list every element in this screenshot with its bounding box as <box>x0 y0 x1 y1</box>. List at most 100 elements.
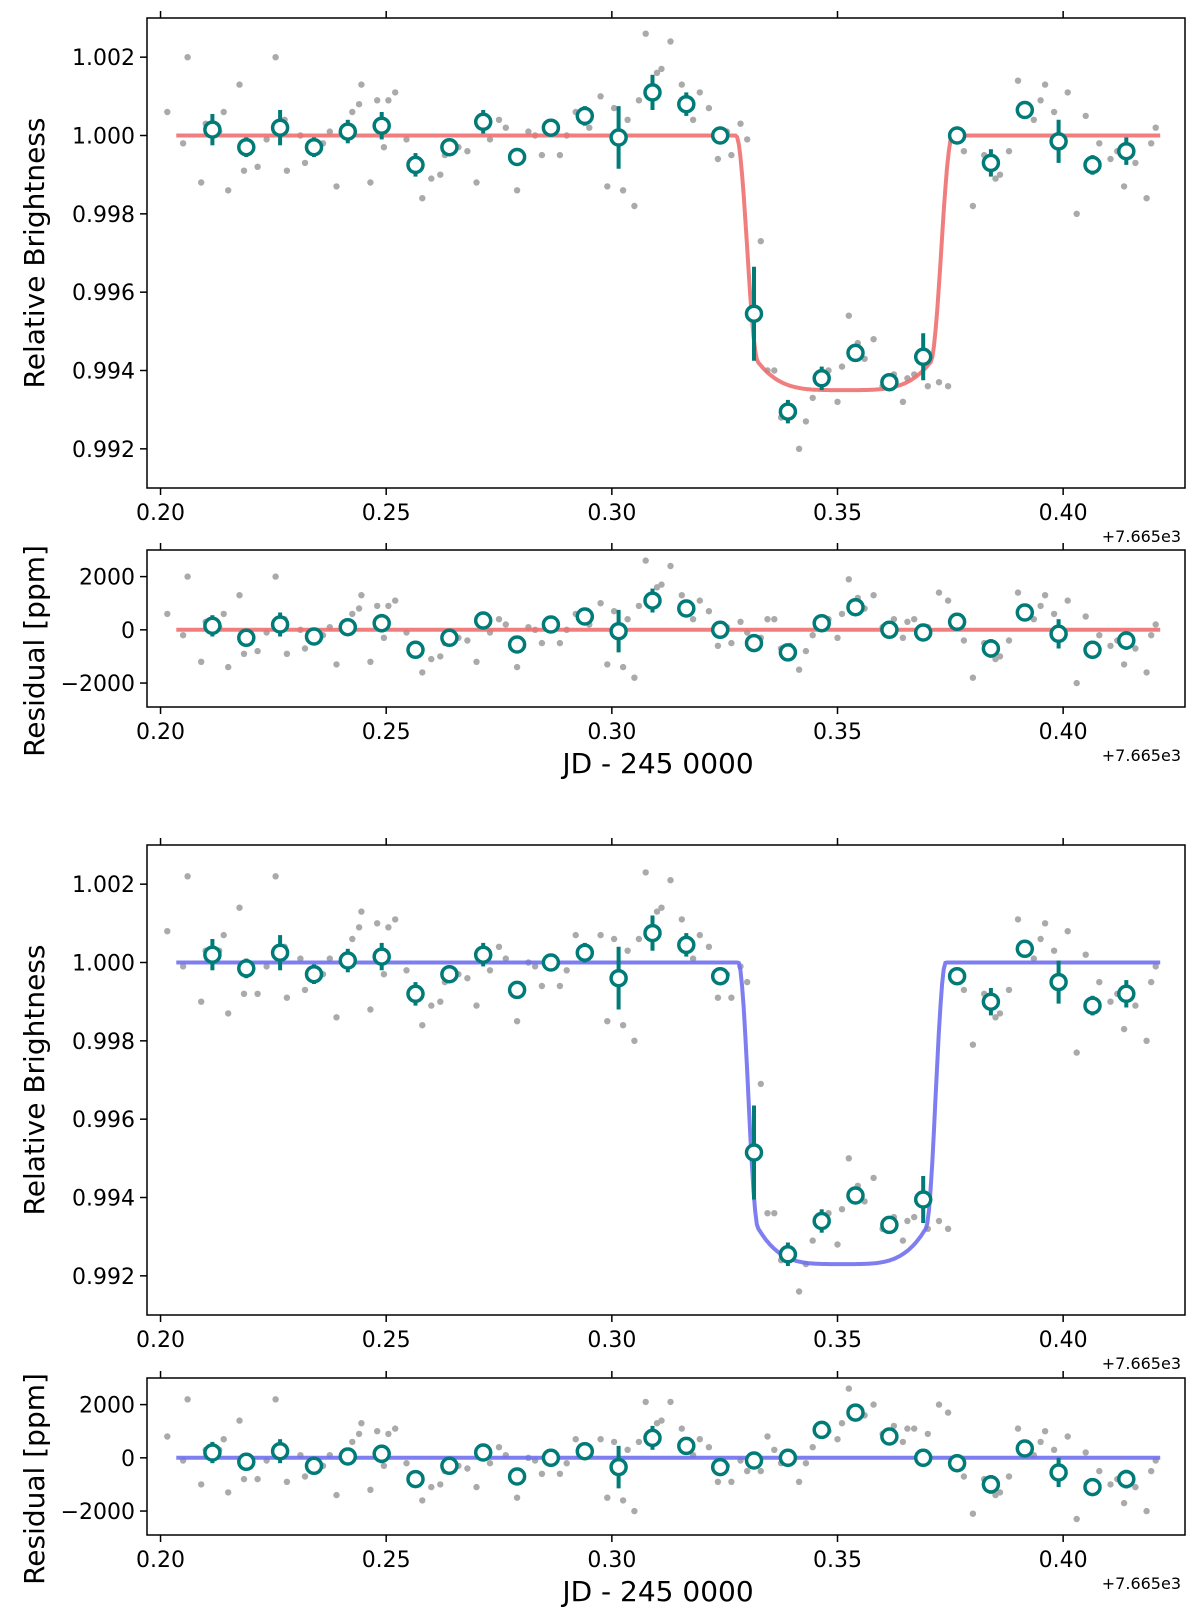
raw-point <box>367 1486 374 1494</box>
raw-point <box>809 394 816 402</box>
raw-point <box>802 647 810 655</box>
raw-point <box>428 655 435 663</box>
raw-point <box>198 1481 205 1488</box>
axes-frame <box>146 17 1186 489</box>
raw-point <box>225 663 232 671</box>
raw-point <box>1152 621 1159 628</box>
raw-point <box>899 1438 907 1446</box>
raw-point <box>870 1174 877 1182</box>
binned-point <box>203 1443 222 1462</box>
y-axis-title: Residual [ppm] <box>18 1373 51 1585</box>
x-tick-label: 0.35 <box>813 720 862 745</box>
raw-point <box>1132 645 1139 652</box>
binned-point <box>710 126 730 145</box>
raw-point <box>495 116 503 124</box>
raw-point <box>705 104 713 112</box>
raw-point <box>572 931 579 939</box>
raw-point <box>689 116 697 124</box>
raw-point <box>531 963 539 970</box>
raw-point <box>1014 589 1022 596</box>
y-tick-label: 0.994 <box>72 1187 135 1212</box>
raw-point <box>367 179 374 186</box>
binned-point <box>677 599 696 618</box>
raw-point <box>164 108 171 116</box>
raw-point <box>597 93 604 100</box>
raw-point <box>495 1444 503 1451</box>
y-tick-label: 2000 <box>79 566 135 591</box>
raw-point <box>597 600 604 607</box>
raw-point <box>1005 986 1013 994</box>
raw-point <box>960 986 968 994</box>
raw-point <box>1050 108 1058 116</box>
raw-point <box>795 1478 803 1486</box>
raw-point <box>380 971 388 978</box>
raw-point <box>689 955 697 962</box>
raw-point <box>1037 602 1044 610</box>
raw-point <box>771 367 778 374</box>
raw-point <box>1014 77 1022 84</box>
binned-point <box>1117 141 1136 161</box>
raw-point <box>944 1409 952 1416</box>
binned-point <box>1015 603 1035 622</box>
y-tick-label: −2000 <box>61 672 135 697</box>
binned-point <box>203 120 222 139</box>
binned-point <box>643 83 662 102</box>
y-tick-label: 0.992 <box>72 438 135 463</box>
binned-point <box>778 643 798 662</box>
binned-point <box>575 607 595 626</box>
binned-point <box>1083 996 1102 1015</box>
raw-point <box>1064 89 1071 96</box>
raw-point <box>624 616 631 623</box>
raw-point <box>597 931 604 939</box>
model-line <box>176 960 1161 1267</box>
raw-point <box>419 195 426 202</box>
raw-point <box>935 1401 943 1408</box>
binned-point <box>406 1469 425 1489</box>
raw-point <box>610 104 618 112</box>
binned-point <box>812 613 831 633</box>
raw-point <box>944 597 952 604</box>
y-tick-label: 1.002 <box>72 873 135 898</box>
raw-point <box>538 982 546 990</box>
binned-point <box>812 369 831 388</box>
binned-point <box>270 1441 290 1461</box>
raw-point <box>969 674 977 681</box>
raw-point <box>473 1002 480 1009</box>
raw-point <box>809 1444 816 1451</box>
x-tick-label: 0.35 <box>813 1548 862 1573</box>
raw-point <box>1082 613 1089 620</box>
raw-point <box>254 1475 261 1483</box>
binned-point <box>541 118 561 137</box>
y-tick-label: 0.996 <box>72 281 135 306</box>
raw-point <box>1037 97 1044 104</box>
binned-point <box>338 1447 358 1466</box>
y-tick-label: 2000 <box>79 1394 135 1419</box>
raw-point <box>845 1155 852 1162</box>
raw-point <box>385 924 392 931</box>
binned-point <box>744 304 764 323</box>
raw-point <box>802 1460 810 1467</box>
x-tick-label: 0.40 <box>1039 1548 1088 1573</box>
raw-point <box>495 616 503 623</box>
raw-point <box>904 1425 911 1432</box>
binned-point <box>947 966 967 986</box>
raw-point <box>225 187 232 194</box>
raw-point <box>714 155 722 163</box>
raw-point <box>437 998 444 1005</box>
raw-point <box>764 1433 771 1440</box>
raw-point <box>904 1217 911 1225</box>
raw-point <box>1096 1467 1103 1475</box>
raw-point <box>220 931 227 939</box>
raw-point <box>1082 951 1089 958</box>
binned-point <box>406 984 425 1004</box>
raw-point <box>834 398 841 405</box>
raw-point <box>845 1385 852 1392</box>
binned-point <box>913 347 933 367</box>
raw-point <box>890 616 898 623</box>
raw-point <box>464 637 471 644</box>
raw-point <box>935 1217 943 1225</box>
binned-point <box>710 620 730 640</box>
raw-point <box>437 653 444 660</box>
binned-point <box>744 633 764 653</box>
raw-point <box>1041 920 1049 927</box>
